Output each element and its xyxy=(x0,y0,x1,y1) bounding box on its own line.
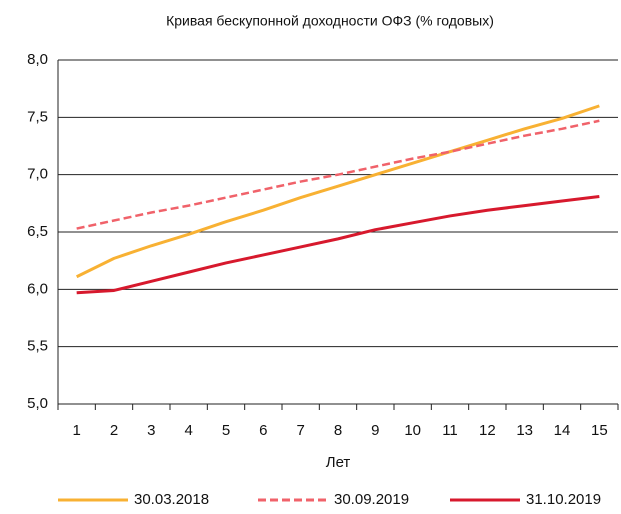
y-tick-label: 8,0 xyxy=(27,51,48,68)
x-tick-label: 7 xyxy=(296,422,304,439)
x-axis-label: Лет xyxy=(326,454,351,471)
x-tick-label: 6 xyxy=(259,422,267,439)
y-tick-label: 6,0 xyxy=(27,280,48,297)
x-tick-label: 5 xyxy=(222,422,230,439)
x-tick-label: 15 xyxy=(591,422,608,439)
x-tick-label: 3 xyxy=(147,422,155,439)
y-tick-label: 5,5 xyxy=(27,338,48,355)
x-tick-label: 14 xyxy=(554,422,571,439)
x-tick-label: 8 xyxy=(334,422,342,439)
y-tick-label: 5,0 xyxy=(27,395,48,412)
series-line xyxy=(76,194,600,295)
legend-label: 30.03.2018 xyxy=(134,491,209,508)
y-tick-label: 7,0 xyxy=(27,166,48,183)
y-tick-label: 7,5 xyxy=(27,108,48,125)
x-tick-label: 12 xyxy=(479,422,496,439)
x-tick-label: 4 xyxy=(184,422,192,439)
legend-label: 31.10.2019 xyxy=(526,491,601,508)
x-tick-label: 13 xyxy=(516,422,533,439)
chart-title: Кривая бескупонной доходности ОФЗ (% год… xyxy=(166,13,494,29)
series-line xyxy=(76,104,600,279)
x-tick-label: 10 xyxy=(404,422,421,439)
x-tick-label: 11 xyxy=(442,422,458,439)
x-tick-label: 2 xyxy=(110,422,118,439)
y-tick-label: 6,5 xyxy=(27,223,48,240)
series-line xyxy=(76,119,600,230)
x-tick-label: 9 xyxy=(371,422,379,439)
legend-label: 30.09.2019 xyxy=(334,491,409,508)
x-tick-label: 1 xyxy=(72,422,80,439)
